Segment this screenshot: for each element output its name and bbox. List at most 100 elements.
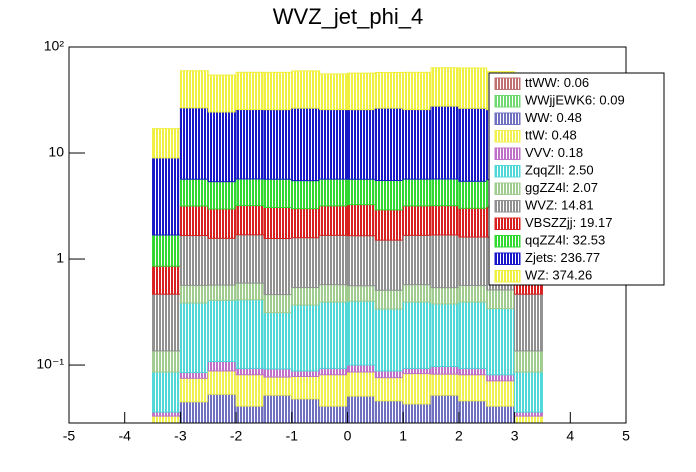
bar-segment [347,364,376,373]
legend-label: VBSZZjj: 19.17 [525,215,612,230]
bar-segment [458,400,488,424]
bar-segment [402,373,432,405]
bar-segment [347,72,376,111]
bar-segment [402,403,432,424]
bar-segment [458,367,488,376]
bar-segment [430,287,460,305]
bar-segment [486,289,516,310]
bar-segment [152,234,181,267]
bar-segment [207,370,237,395]
bar-segment [402,367,432,375]
legend-swatch [494,182,521,195]
bar-segment [291,70,321,109]
legend-swatch [494,95,521,108]
y-tick-label: 1 [56,250,64,266]
legend-label: WW: 0.48 [525,110,582,125]
legend-swatch [494,252,521,265]
bar-segment [152,371,181,413]
bar-segment [374,370,404,379]
bar-segment [291,107,321,182]
bar-segment [402,178,432,207]
bar-segment [374,289,404,310]
bar-segment [179,372,209,379]
bar-segment [458,180,488,209]
bar-segment [458,284,488,303]
bar-segment [430,234,460,289]
bar-segment [235,405,265,424]
bar-segment [291,375,321,400]
bar-segment [263,109,293,180]
bar-segment [235,178,265,207]
bar-segment [347,285,376,302]
legend-swatch [494,217,521,230]
bar-segment [179,70,209,109]
bar-segment [291,208,321,239]
bar-segment [430,67,460,107]
bar-segment [319,234,348,286]
bar-segment [291,287,321,306]
bar-segment [179,107,209,180]
x-tick-label: -5 [63,428,76,444]
bar-segment [207,111,237,183]
x-tick-label: -1 [286,428,299,444]
bar-segment [458,236,488,286]
x-tick-label: -3 [174,428,187,444]
x-tick-label: 3 [511,428,519,444]
bar-segment [179,205,209,237]
bar-segment [486,380,516,407]
bar-segment [430,394,460,424]
bar-segment [179,178,209,207]
legend-swatch [494,77,521,90]
bar-segment [458,107,488,182]
bar-segment [402,205,432,236]
bar-segment [347,235,376,287]
bar-segment [374,179,404,211]
bar-segment [152,411,181,417]
x-tick-label: 2 [455,428,463,444]
bar-segment [263,312,293,370]
bar-segment [514,350,543,373]
bar-segment [458,207,488,238]
bar-segment [319,73,348,111]
bar-segment [319,178,348,207]
legend-swatch [494,270,521,283]
bar-segment [152,350,181,373]
bar-segment [235,299,265,369]
bar-segment [347,178,376,206]
bar-segment [263,207,293,239]
bar-segment [374,107,404,181]
bar-segment [430,365,460,375]
legend-label: Zjets: 236.77 [525,250,600,265]
legend-label: WZ: 374.26 [525,268,592,283]
bar-segment [179,302,209,374]
bar-segment [374,209,404,241]
bar-segment [235,282,265,301]
bar-segment [458,67,488,109]
bar-segment [207,237,237,286]
bar-segment [235,205,265,236]
bar-segment [374,71,404,109]
legend-swatch [494,147,521,160]
bar-segment [263,376,293,396]
bar-segment [235,367,265,376]
x-tick-label: -2 [230,428,243,444]
legend-label: ttWW: 0.06 [525,75,589,90]
bar-segment [430,205,460,236]
bar-segment [374,377,404,402]
bar-segment [319,205,348,236]
x-tick-label: -4 [118,428,131,444]
bar-segment [235,234,265,284]
bar-segment [430,105,460,180]
bar-segment [179,284,209,304]
bar-segment [319,374,348,407]
bar-segment [152,265,181,295]
legend-swatch [494,130,521,143]
bar-segment [263,178,293,209]
y-tick-label: 10⁻¹ [36,356,64,372]
chart-title: WVZ_jet_phi_4 [273,4,423,29]
bar-segment [430,178,460,207]
bar-segment [263,71,293,111]
legend-label: ggZZ4l: 2.07 [525,180,598,195]
bar-segment [374,239,404,291]
